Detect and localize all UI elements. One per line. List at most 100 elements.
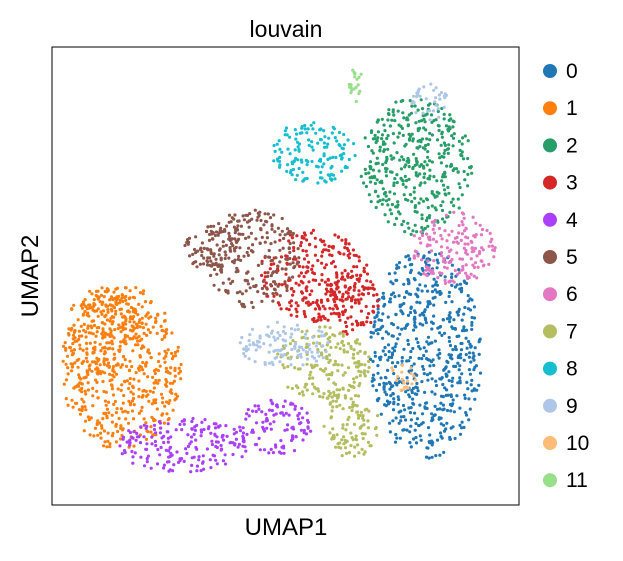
point-cluster-9 — [272, 335, 276, 339]
point-cluster-0 — [379, 318, 384, 322]
point-cluster-0 — [442, 407, 446, 411]
point-cluster-1 — [114, 300, 118, 304]
point-cluster-1 — [132, 444, 136, 448]
point-cluster-8 — [333, 136, 337, 140]
point-cluster-5 — [269, 259, 273, 263]
point-cluster-4 — [219, 448, 223, 452]
point-cluster-6 — [458, 257, 462, 261]
point-cluster-5 — [230, 242, 234, 246]
point-cluster-4 — [195, 464, 199, 468]
point-cluster-1 — [128, 289, 132, 293]
point-cluster-1 — [178, 369, 183, 373]
point-cluster-2 — [420, 137, 425, 141]
point-cluster-5 — [202, 246, 206, 250]
point-cluster-3 — [297, 283, 301, 287]
point-cluster-4 — [190, 463, 194, 467]
point-cluster-3 — [330, 261, 334, 265]
point-cluster-2 — [375, 139, 379, 143]
point-cluster-9 — [321, 356, 325, 360]
point-cluster-2 — [423, 172, 427, 176]
point-cluster-1 — [61, 359, 65, 363]
point-cluster-0 — [460, 318, 464, 322]
point-cluster-3 — [302, 257, 307, 261]
point-cluster-2 — [425, 163, 429, 167]
point-cluster-7 — [351, 405, 355, 409]
point-cluster-0 — [447, 313, 451, 318]
point-cluster-4 — [245, 432, 249, 436]
point-cluster-1 — [123, 358, 127, 362]
point-cluster-6 — [464, 263, 468, 267]
point-cluster-3 — [294, 301, 298, 305]
point-cluster-8 — [295, 173, 299, 177]
point-cluster-4 — [290, 438, 294, 443]
point-cluster-7 — [341, 332, 345, 336]
point-cluster-3 — [340, 271, 344, 275]
point-cluster-5 — [206, 225, 210, 229]
point-cluster-1 — [90, 306, 94, 310]
point-cluster-2 — [397, 131, 401, 135]
point-cluster-0 — [462, 325, 466, 329]
point-cluster-3 — [305, 285, 309, 289]
point-cluster-6 — [473, 246, 477, 250]
point-cluster-3 — [331, 245, 335, 249]
legend-label-11: 11 — [566, 469, 588, 492]
point-cluster-3 — [334, 303, 338, 307]
point-cluster-4 — [296, 414, 300, 418]
point-cluster-1 — [80, 409, 84, 413]
point-cluster-6 — [426, 259, 430, 263]
point-cluster-4 — [306, 420, 310, 424]
point-cluster-4 — [267, 408, 272, 412]
point-cluster-10 — [402, 387, 406, 391]
point-cluster-9 — [299, 352, 303, 356]
point-cluster-5 — [285, 227, 290, 231]
point-cluster-1 — [88, 289, 92, 293]
legend-marker-11 — [543, 473, 557, 488]
point-cluster-8 — [337, 130, 342, 135]
point-cluster-6 — [460, 211, 465, 215]
point-cluster-3 — [335, 275, 339, 279]
point-cluster-9 — [290, 347, 294, 352]
point-cluster-2 — [400, 126, 404, 130]
point-cluster-5 — [288, 250, 292, 255]
point-cluster-4 — [225, 434, 229, 438]
point-cluster-4 — [172, 463, 176, 467]
point-cluster-5 — [278, 248, 282, 252]
point-cluster-7 — [342, 343, 346, 347]
point-cluster-0 — [430, 455, 434, 459]
point-cluster-7 — [349, 431, 353, 435]
point-cluster-5 — [238, 246, 242, 250]
point-cluster-1 — [98, 342, 102, 346]
point-cluster-7 — [358, 381, 362, 386]
point-cluster-2 — [460, 150, 464, 154]
point-cluster-7 — [304, 382, 308, 386]
point-cluster-1 — [62, 382, 66, 386]
point-cluster-5 — [259, 218, 263, 223]
point-cluster-5 — [188, 254, 192, 258]
point-cluster-2 — [430, 160, 434, 164]
point-cluster-2 — [441, 183, 446, 187]
point-cluster-1 — [145, 333, 149, 337]
point-cluster-8 — [318, 176, 322, 180]
point-cluster-0 — [463, 393, 467, 397]
point-cluster-9 — [326, 341, 330, 345]
point-cluster-5 — [256, 263, 260, 267]
point-cluster-7 — [331, 405, 335, 409]
point-cluster-0 — [456, 355, 460, 360]
point-cluster-5 — [198, 262, 202, 266]
legend-marker-1 — [543, 101, 557, 116]
point-cluster-8 — [288, 135, 292, 139]
point-cluster-5 — [263, 212, 267, 216]
point-cluster-2 — [469, 166, 473, 170]
point-cluster-5 — [260, 235, 264, 239]
point-cluster-5 — [247, 235, 251, 239]
point-cluster-9 — [289, 335, 293, 339]
point-cluster-0 — [383, 353, 387, 357]
point-cluster-5 — [218, 268, 223, 272]
point-cluster-1 — [71, 342, 75, 346]
point-cluster-1 — [101, 417, 105, 421]
point-cluster-0 — [473, 397, 477, 401]
point-cluster-3 — [309, 302, 313, 306]
point-cluster-1 — [120, 293, 124, 297]
point-cluster-2 — [445, 164, 449, 168]
point-cluster-1 — [106, 308, 110, 312]
